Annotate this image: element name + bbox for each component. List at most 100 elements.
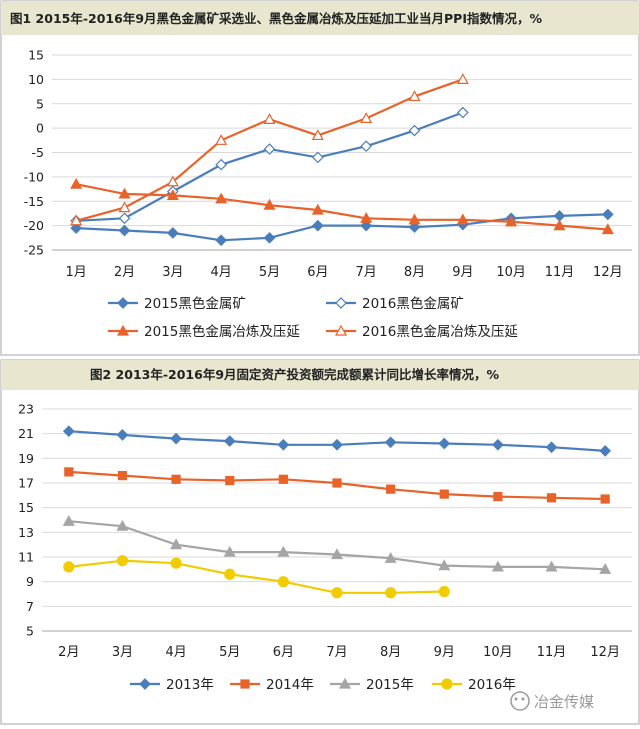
chart1-x-tick-label: 7月 [356,265,377,280]
chart2-data-point [277,438,290,451]
chart1-plot: 15 10 5 0 -5 -10 -15 -20 -25 1月 2月 3月 4月 5月 6月 7月 8月 9月 10… [24,48,632,340]
chart1-data-point [456,73,469,84]
chart2-data-point [386,484,396,494]
chart2-data-point [116,519,129,531]
chart2-y-tick-label: 9 [26,574,34,589]
chart1-data-point [408,213,421,225]
chart1-x-tick-label: 1月 [66,265,87,280]
chart1-x-tick-label: 9月 [452,265,473,280]
chart1-data-point [311,219,324,232]
chart2-x-tick-label: 3月 [112,645,133,660]
chart1-series [70,208,614,247]
chart2-legend-marker [441,678,453,690]
chart1-data-point [118,201,131,213]
chart1-data-point [311,203,324,215]
chart2-x-tick-label: 10月 [483,645,513,660]
chart2-legend-marker [139,678,151,690]
chart1-data-point [601,223,614,235]
chart2-x-tick-label: 5月 [219,645,240,660]
chart1-y-tick-label: -20 [24,218,44,233]
chart1-data-point [70,214,83,226]
chart1-data-point [70,177,83,189]
chart1-data-point [360,212,373,223]
chart1-data-point [118,187,131,199]
chart1-data-point [311,129,324,141]
wechat-logo-icon [510,691,530,711]
chart2-legend-label: 2016年 [468,677,516,693]
chart1-x-tick-label: 4月 [211,265,232,280]
chart2-y-tick-label: 21 [18,426,34,441]
chart1-y-tick-label: 5 [36,96,44,111]
chart2-x-tick-label: 8月 [380,645,401,660]
chart1-legend-label: 2015黑色金属冶炼及压延 [144,323,300,340]
chart1-data-point [360,140,373,153]
chart1-data-point [311,151,324,164]
chart1-data-point [215,134,228,145]
chart2-series [63,555,450,599]
chart1-series-line [76,213,608,242]
chart1-legend-item: 2015黑色金属矿 [108,295,246,312]
chart2-legend-label: 2015年 [366,677,414,693]
chart1-legend-label: 2016黑色金属矿 [362,295,464,312]
chart2-title: 图2 2013年-2016年9月固定资产投资额完成额累计同比增长率情况，% [90,367,500,382]
chart2-y-tick-label: 5 [26,624,34,639]
chart1-frame [0,0,640,356]
chart1-legend-marker [117,297,129,309]
chart1-x-tick-label: 2月 [114,265,135,280]
chart1-x-tick-label: 11月 [545,265,575,280]
watermark-text: 冶金传媒 [534,693,594,711]
chart2-data-point [170,432,182,445]
chart2-legend-item: 2015年 [330,677,414,693]
chart1-data-point [456,213,469,225]
chart2-data-point [330,548,344,560]
chart2-legend-item: 2016年 [432,677,516,693]
chart2-legend-item: 2014年 [230,677,314,693]
chart1-legend-item: 2016黑色金属冶炼及压延 [326,323,518,340]
chart2-legend-marker [240,679,250,689]
chart2-title-bar [1,360,639,390]
chart1-data-point [166,227,179,239]
chart2-series [62,514,612,574]
chart2-data-point [599,445,612,457]
wechat-logo-eye-right [521,697,525,701]
chart1-legend-item: 2015黑色金属冶炼及压延 [108,323,300,340]
chart2-data-point [491,560,504,572]
chart2-data-point [277,545,290,557]
chart1-data-point [360,219,373,232]
chart1-legend-marker [116,324,130,336]
chart2-frame [0,359,640,725]
chart1-data-point [215,192,228,204]
chart2-y-tick-label: 17 [18,476,34,491]
chart1-legend-label: 2015黑色金属矿 [144,295,246,312]
chart2-legend-item: 2013年 [130,677,214,693]
chart2-data-point [492,438,504,451]
watermark: 冶金传媒 [510,691,594,711]
chart2-data-point [493,491,503,502]
chart2-y-tick-label: 13 [18,525,34,540]
chart2-data-point [332,478,342,488]
chart2-data-point [545,560,558,572]
chart1-data-point [166,189,179,200]
chart1-data-point [408,221,421,233]
chart1-x-tick-label: 5月 [259,265,280,280]
chart1-data-point [408,90,421,102]
chart2-data-point [384,551,397,563]
chart2-data-point [331,438,343,451]
chart1-y-tick-label: -5 [32,145,44,160]
chart2-y-tick-label: 7 [26,599,34,614]
chart2-data-point [116,555,129,567]
chart2-x-tick-label: 7月 [326,645,347,660]
chart2-x-tick-label: 6月 [273,645,294,660]
chart2-x-tick-label: 2月 [58,645,79,660]
chart2-data-point [599,563,612,574]
chart2-y-tick-label: 19 [18,451,34,466]
chart1-data-point [263,198,276,210]
chart2-data-point [439,489,449,499]
chart2-x-tick-label: 4月 [165,645,186,660]
wechat-logo-eye-left [514,697,518,701]
chart2-series [62,425,612,457]
chart1-series [70,73,469,226]
chart2-data-point [277,576,289,588]
